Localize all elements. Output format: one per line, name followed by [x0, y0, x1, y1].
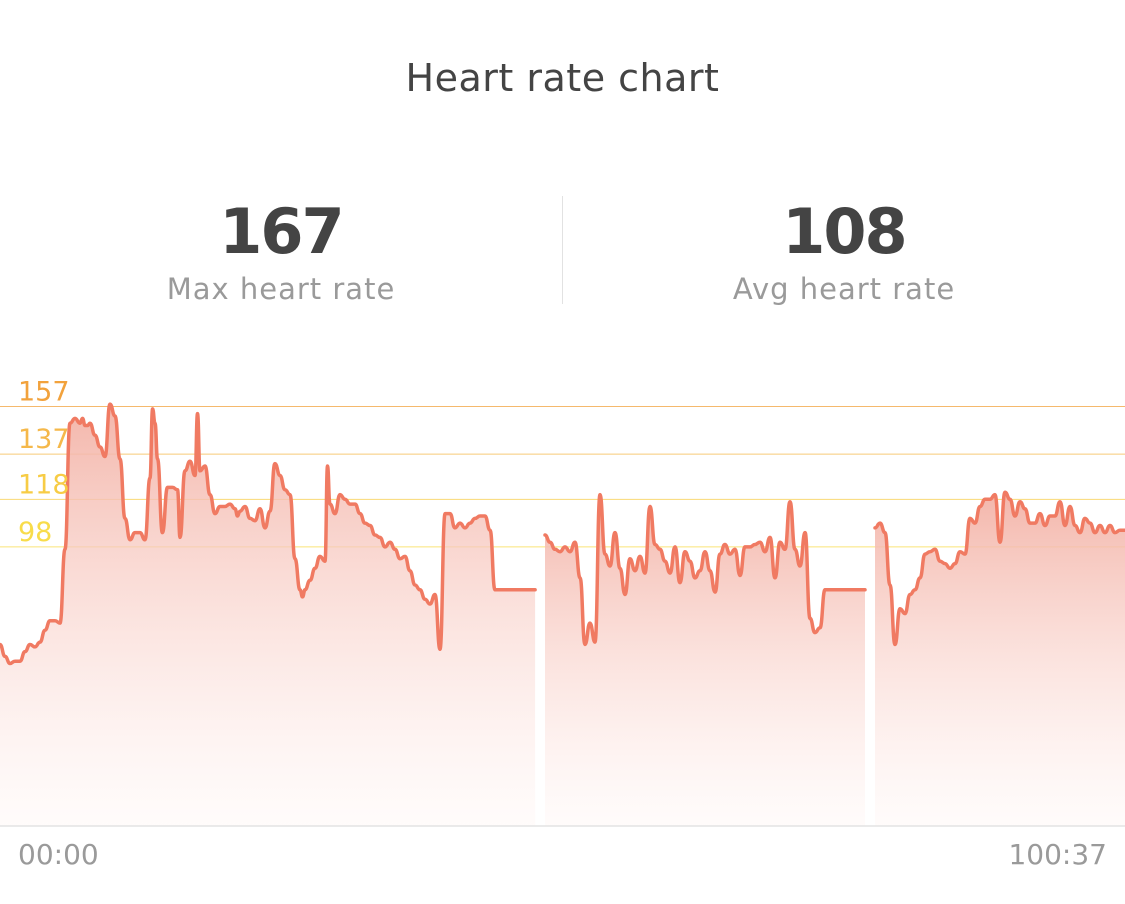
zone-labels: 157 137 118 98	[18, 377, 70, 548]
chart-title: Heart rate chart	[405, 56, 720, 100]
max-heart-rate-value: 167	[219, 195, 344, 268]
zone-label-157: 157	[18, 377, 70, 408]
heart-rate-area-segment-3	[875, 492, 1125, 826]
avg-heart-rate-label: Avg heart rate	[732, 272, 956, 306]
zone-label-98: 98	[18, 517, 52, 548]
heart-rate-area-segment-2	[545, 494, 865, 826]
avg-heart-rate-stat: 108 Avg heart rate	[563, 192, 1125, 306]
max-heart-rate-stat: 167 Max heart rate	[0, 192, 562, 306]
zone-label-118: 118	[18, 469, 70, 500]
x-axis-end-label: 100:37	[1008, 838, 1107, 871]
heart-rate-areas	[0, 404, 1125, 826]
heart-rate-line-segment-3	[873, 490, 1125, 647]
heart-rate-lines	[0, 402, 1125, 666]
max-heart-rate-label: Max heart rate	[166, 272, 396, 306]
heart-rate-area-segment-1	[0, 404, 536, 826]
x-axis-start-label: 00:00	[18, 838, 99, 871]
heart-rate-line-segment-1	[0, 402, 537, 666]
zone-label-137: 137	[18, 424, 70, 455]
stats-divider	[562, 196, 563, 304]
heart-rate-line-segment-2	[543, 492, 867, 647]
avg-heart-rate-value: 108	[782, 195, 907, 268]
